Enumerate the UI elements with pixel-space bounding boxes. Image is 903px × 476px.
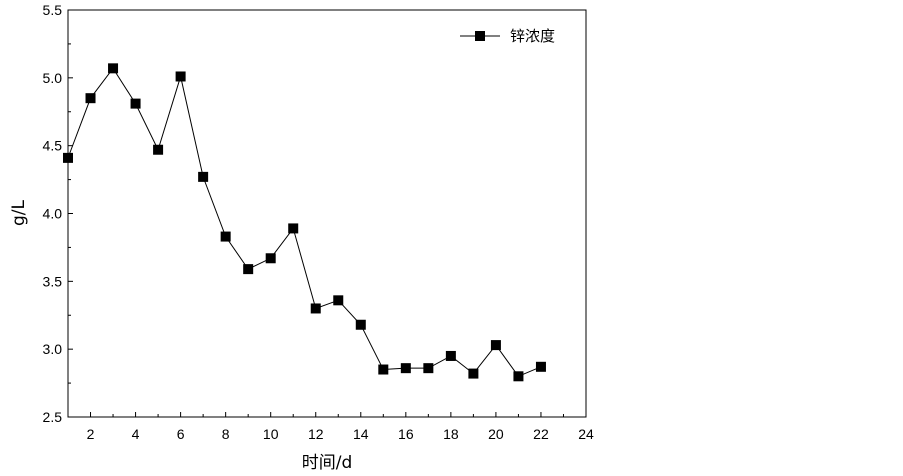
x-tick-label: 4 (132, 426, 140, 442)
data-point (130, 98, 141, 109)
legend-marker (475, 31, 485, 41)
x-tick-label: 16 (398, 426, 414, 442)
data-point (63, 152, 73, 163)
data-point (220, 231, 231, 242)
data-point (288, 223, 299, 234)
y-axis-title: g/L (9, 199, 29, 226)
x-axis-title: 时间/d (302, 453, 353, 473)
data-point (378, 364, 389, 375)
legend-label: 锌浓度 (510, 27, 555, 45)
data-point (400, 363, 411, 374)
series-line (67, 67, 542, 377)
data-point (85, 93, 96, 104)
data-point (535, 361, 546, 372)
y-tick-label: 5.5 (43, 2, 63, 18)
legend: 锌浓度 (460, 27, 555, 45)
y-tick-label: 3.5 (43, 273, 63, 289)
x-tick-label: 10 (263, 426, 279, 442)
data-point (175, 71, 186, 82)
y-axis-ticks: 2.5 3.0 3.5 4.0 4.5 5.0 5.5 (43, 2, 73, 425)
x-tick-label: 12 (308, 426, 324, 442)
y-tick-label: 5.0 (43, 70, 63, 86)
x-tick-label: 6 (177, 426, 185, 442)
data-point (468, 368, 479, 379)
x-tick-label: 2 (87, 426, 95, 442)
x-tick-label: 8 (222, 426, 230, 442)
data-point (423, 363, 434, 374)
data-point (513, 371, 524, 382)
x-tick-label: 22 (533, 426, 549, 442)
series-layer (63, 63, 546, 382)
data-point (153, 144, 164, 155)
data-point (243, 264, 254, 275)
x-tick-label: 20 (488, 426, 504, 442)
x-axis-ticks: 2 4 6 8 10 12 14 16 18 20 22 24 (67, 412, 594, 442)
data-point (333, 295, 344, 306)
data-point (490, 340, 501, 351)
x-tick-label: 24 (578, 426, 594, 442)
data-point (108, 63, 119, 74)
y-tick-label: 2.5 (43, 409, 63, 425)
plot-frame (67, 9, 587, 418)
x-tick-label: 18 (443, 426, 459, 442)
data-point (355, 319, 366, 330)
y-tick-label: 4.5 (43, 138, 63, 154)
data-point (445, 350, 456, 361)
data-point (310, 303, 321, 314)
data-point (198, 171, 209, 182)
data-point (265, 253, 276, 264)
y-tick-label: 4.0 (43, 206, 63, 222)
x-tick-label: 14 (353, 426, 369, 442)
y-tick-label: 3.0 (43, 341, 63, 357)
